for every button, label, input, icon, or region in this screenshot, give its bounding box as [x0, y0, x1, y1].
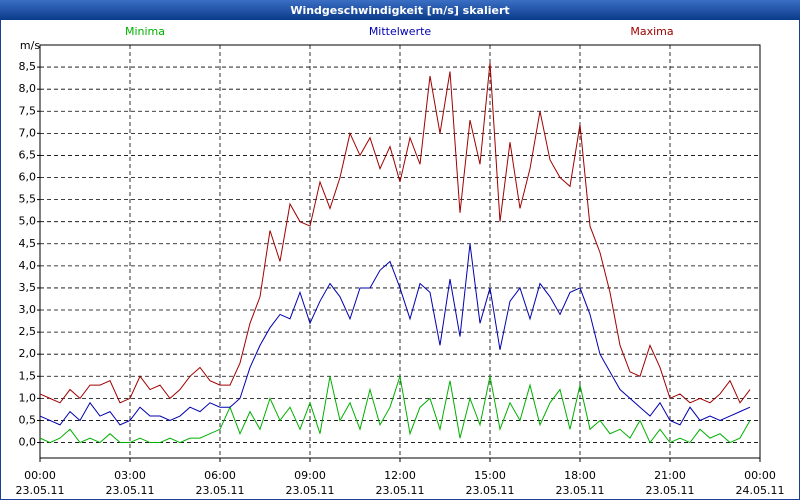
x-tick-date: 23.05.11 — [556, 484, 605, 497]
plot-border — [39, 44, 761, 459]
title-bar — [0, 0, 800, 20]
x-tick-date: 23.05.11 — [106, 484, 155, 497]
x-tick-label: 00:00 — [744, 469, 776, 482]
y-tick-label: 0,5 — [19, 413, 37, 426]
chart-title: Windgeschwindigkeit [m/s] skaliert — [290, 4, 509, 17]
x-tick-date: 24.05.11 — [736, 484, 785, 497]
legend-label: Mittelwerte — [369, 25, 432, 38]
y-tick-label: 8,0 — [19, 82, 37, 95]
x-tick-date: 23.05.11 — [376, 484, 425, 497]
x-tick-label: 09:00 — [294, 469, 326, 482]
series-line — [39, 62, 751, 404]
y-tick-label: 6,5 — [19, 148, 37, 161]
y-tick-label: 6,0 — [19, 171, 37, 184]
y-tick-label: 0,0 — [19, 436, 37, 449]
series-line — [39, 243, 751, 426]
y-tick-label: 3,0 — [19, 303, 37, 316]
y-tick-label: 3,5 — [19, 281, 37, 294]
x-tick-label: 06:00 — [204, 469, 236, 482]
y-tick-label: 5,5 — [19, 193, 37, 206]
legend-label: Minima — [125, 25, 165, 38]
y-tick-label: 1,5 — [19, 369, 37, 382]
x-tick-label: 15:00 — [474, 469, 506, 482]
x-tick-date: 23.05.11 — [646, 484, 695, 497]
x-tick-date: 23.05.11 — [16, 484, 65, 497]
x-tick-label: 18:00 — [564, 469, 596, 482]
legend-label: Maxima — [630, 25, 673, 38]
y-tick-label: 4,0 — [19, 259, 37, 272]
x-tick-label: 00:00 — [24, 469, 56, 482]
y-unit: m/s — [20, 39, 40, 52]
y-tick-label: 5,0 — [19, 215, 37, 228]
x-tick-label: 12:00 — [384, 469, 416, 482]
y-tick-label: 2,5 — [19, 325, 37, 338]
y-tick-label: 1,0 — [19, 391, 37, 404]
x-tick-label: 21:00 — [654, 469, 686, 482]
y-tick-label: 2,0 — [19, 347, 37, 360]
y-tick-label: 4,5 — [19, 237, 37, 250]
x-tick-date: 23.05.11 — [196, 484, 245, 497]
y-tick-label: 7,5 — [19, 104, 37, 117]
x-tick-label: 03:00 — [114, 469, 146, 482]
y-tick-label: 8,5 — [19, 60, 37, 73]
series-line — [39, 376, 751, 444]
x-tick-date: 23.05.11 — [286, 484, 335, 497]
x-tick-date: 23.05.11 — [466, 484, 515, 497]
y-tick-label: 7,0 — [19, 126, 37, 139]
